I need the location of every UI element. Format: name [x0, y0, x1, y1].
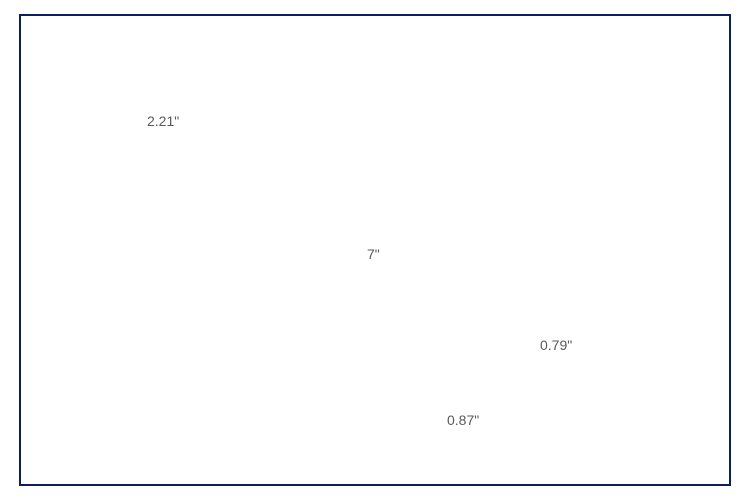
dim-label-height-front: 2.21" — [147, 113, 179, 129]
dim-label-height-side: 0.79" — [540, 337, 572, 353]
dim-label-width-side: 0.87" — [447, 412, 479, 428]
dim-label-width-front: 7" — [367, 246, 380, 262]
